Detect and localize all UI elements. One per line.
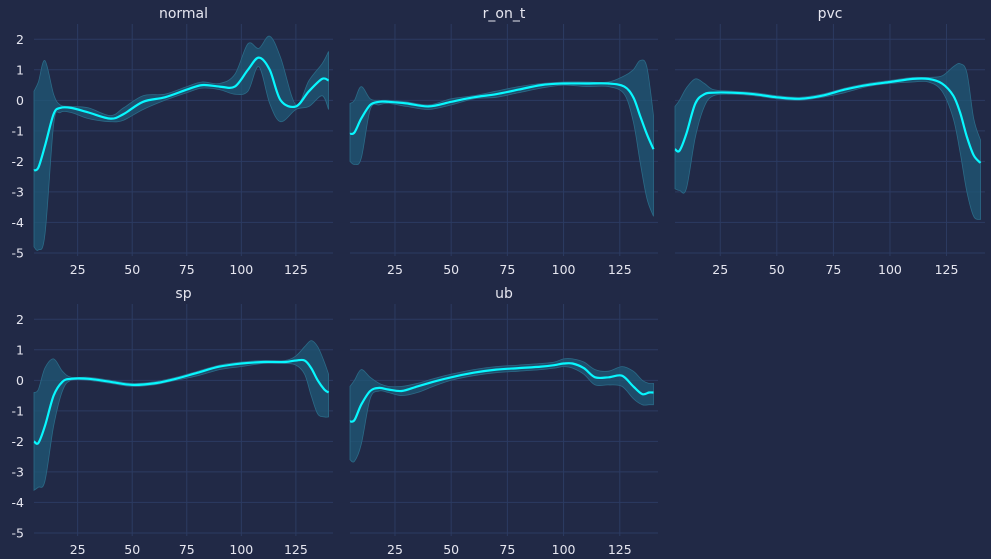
- y-tick-label: 2: [16, 312, 24, 327]
- x-tick-label: 100: [552, 262, 576, 277]
- y-tick-label: -1: [12, 123, 24, 138]
- y-tick-label: 2: [16, 32, 24, 47]
- panel-title: r_on_t: [483, 6, 526, 22]
- panel-pvc: pvc 25 50 75 100 125: [674, 6, 985, 277]
- y-tick-label: 1: [16, 62, 24, 77]
- x-tick-label: 25: [712, 262, 728, 277]
- x-tick-label: 100: [229, 262, 253, 277]
- x-tick-label: 125: [935, 262, 959, 277]
- x-tick-label: 75: [499, 542, 515, 557]
- x-tick-label: 75: [179, 542, 195, 557]
- y-tick-label: -3: [12, 464, 24, 479]
- panel-normal: normal 25 50 75 100 125 2 1 0 -1 -2 -3 -4 -5: [12, 6, 333, 277]
- panel-r-on-t: r_on_t 25 50 75 100 125: [349, 6, 658, 277]
- x-tick-label: 75: [179, 262, 195, 277]
- x-tick-label: 125: [284, 542, 308, 557]
- panel-title: pvc: [818, 6, 843, 22]
- confidence-band: [33, 35, 329, 251]
- x-tick-label: 75: [499, 262, 515, 277]
- confidence-band: [349, 358, 654, 463]
- x-tick-label: 25: [70, 542, 86, 557]
- x-tick-label: 125: [608, 542, 632, 557]
- mean-line: [674, 77, 982, 164]
- y-tick-label: -5: [12, 525, 24, 540]
- x-tick-label: 100: [878, 262, 902, 277]
- x-tick-label: 75: [825, 262, 841, 277]
- mean-line: [33, 56, 330, 172]
- y-tick-label: -5: [12, 245, 24, 260]
- x-tick-label: 50: [124, 262, 140, 277]
- x-tick-label: 125: [284, 262, 308, 277]
- confidence-band: [349, 59, 654, 217]
- x-tick-label: 25: [387, 262, 403, 277]
- mean-line: [349, 82, 655, 150]
- y-tick-label: -2: [12, 154, 24, 169]
- x-tick-label: 100: [229, 542, 253, 557]
- y-tick-label: 0: [16, 93, 24, 108]
- panel-title: ub: [495, 286, 513, 302]
- x-tick-label: 25: [70, 262, 86, 277]
- x-tick-label: 100: [552, 542, 576, 557]
- confidence-band: [33, 340, 329, 491]
- mean-line: [349, 362, 654, 423]
- x-tick-label: 50: [124, 542, 140, 557]
- panel-ub: ub 25 50 75 100 125: [349, 286, 658, 557]
- panel-title: normal: [159, 6, 208, 22]
- mean-line: [33, 358, 330, 445]
- y-tick-label: -4: [12, 495, 25, 510]
- x-tick-label: 50: [769, 262, 785, 277]
- y-tick-label: 1: [16, 342, 24, 357]
- x-tick-label: 25: [387, 542, 403, 557]
- x-tick-label: 50: [443, 542, 459, 557]
- y-tick-label: -4: [12, 215, 25, 230]
- x-tick-label: 50: [443, 262, 459, 277]
- y-tick-label: -3: [12, 184, 24, 199]
- y-tick-label: -2: [12, 434, 24, 449]
- panel-title: sp: [175, 286, 191, 302]
- y-tick-label: -1: [12, 403, 24, 418]
- confidence-band: [674, 63, 981, 220]
- panel-sp: sp 25 50 75 100 125 2 1 0 -1 -2 -3 -4 -5: [12, 286, 333, 557]
- y-tick-label: 0: [16, 373, 24, 388]
- x-tick-label: 125: [608, 262, 632, 277]
